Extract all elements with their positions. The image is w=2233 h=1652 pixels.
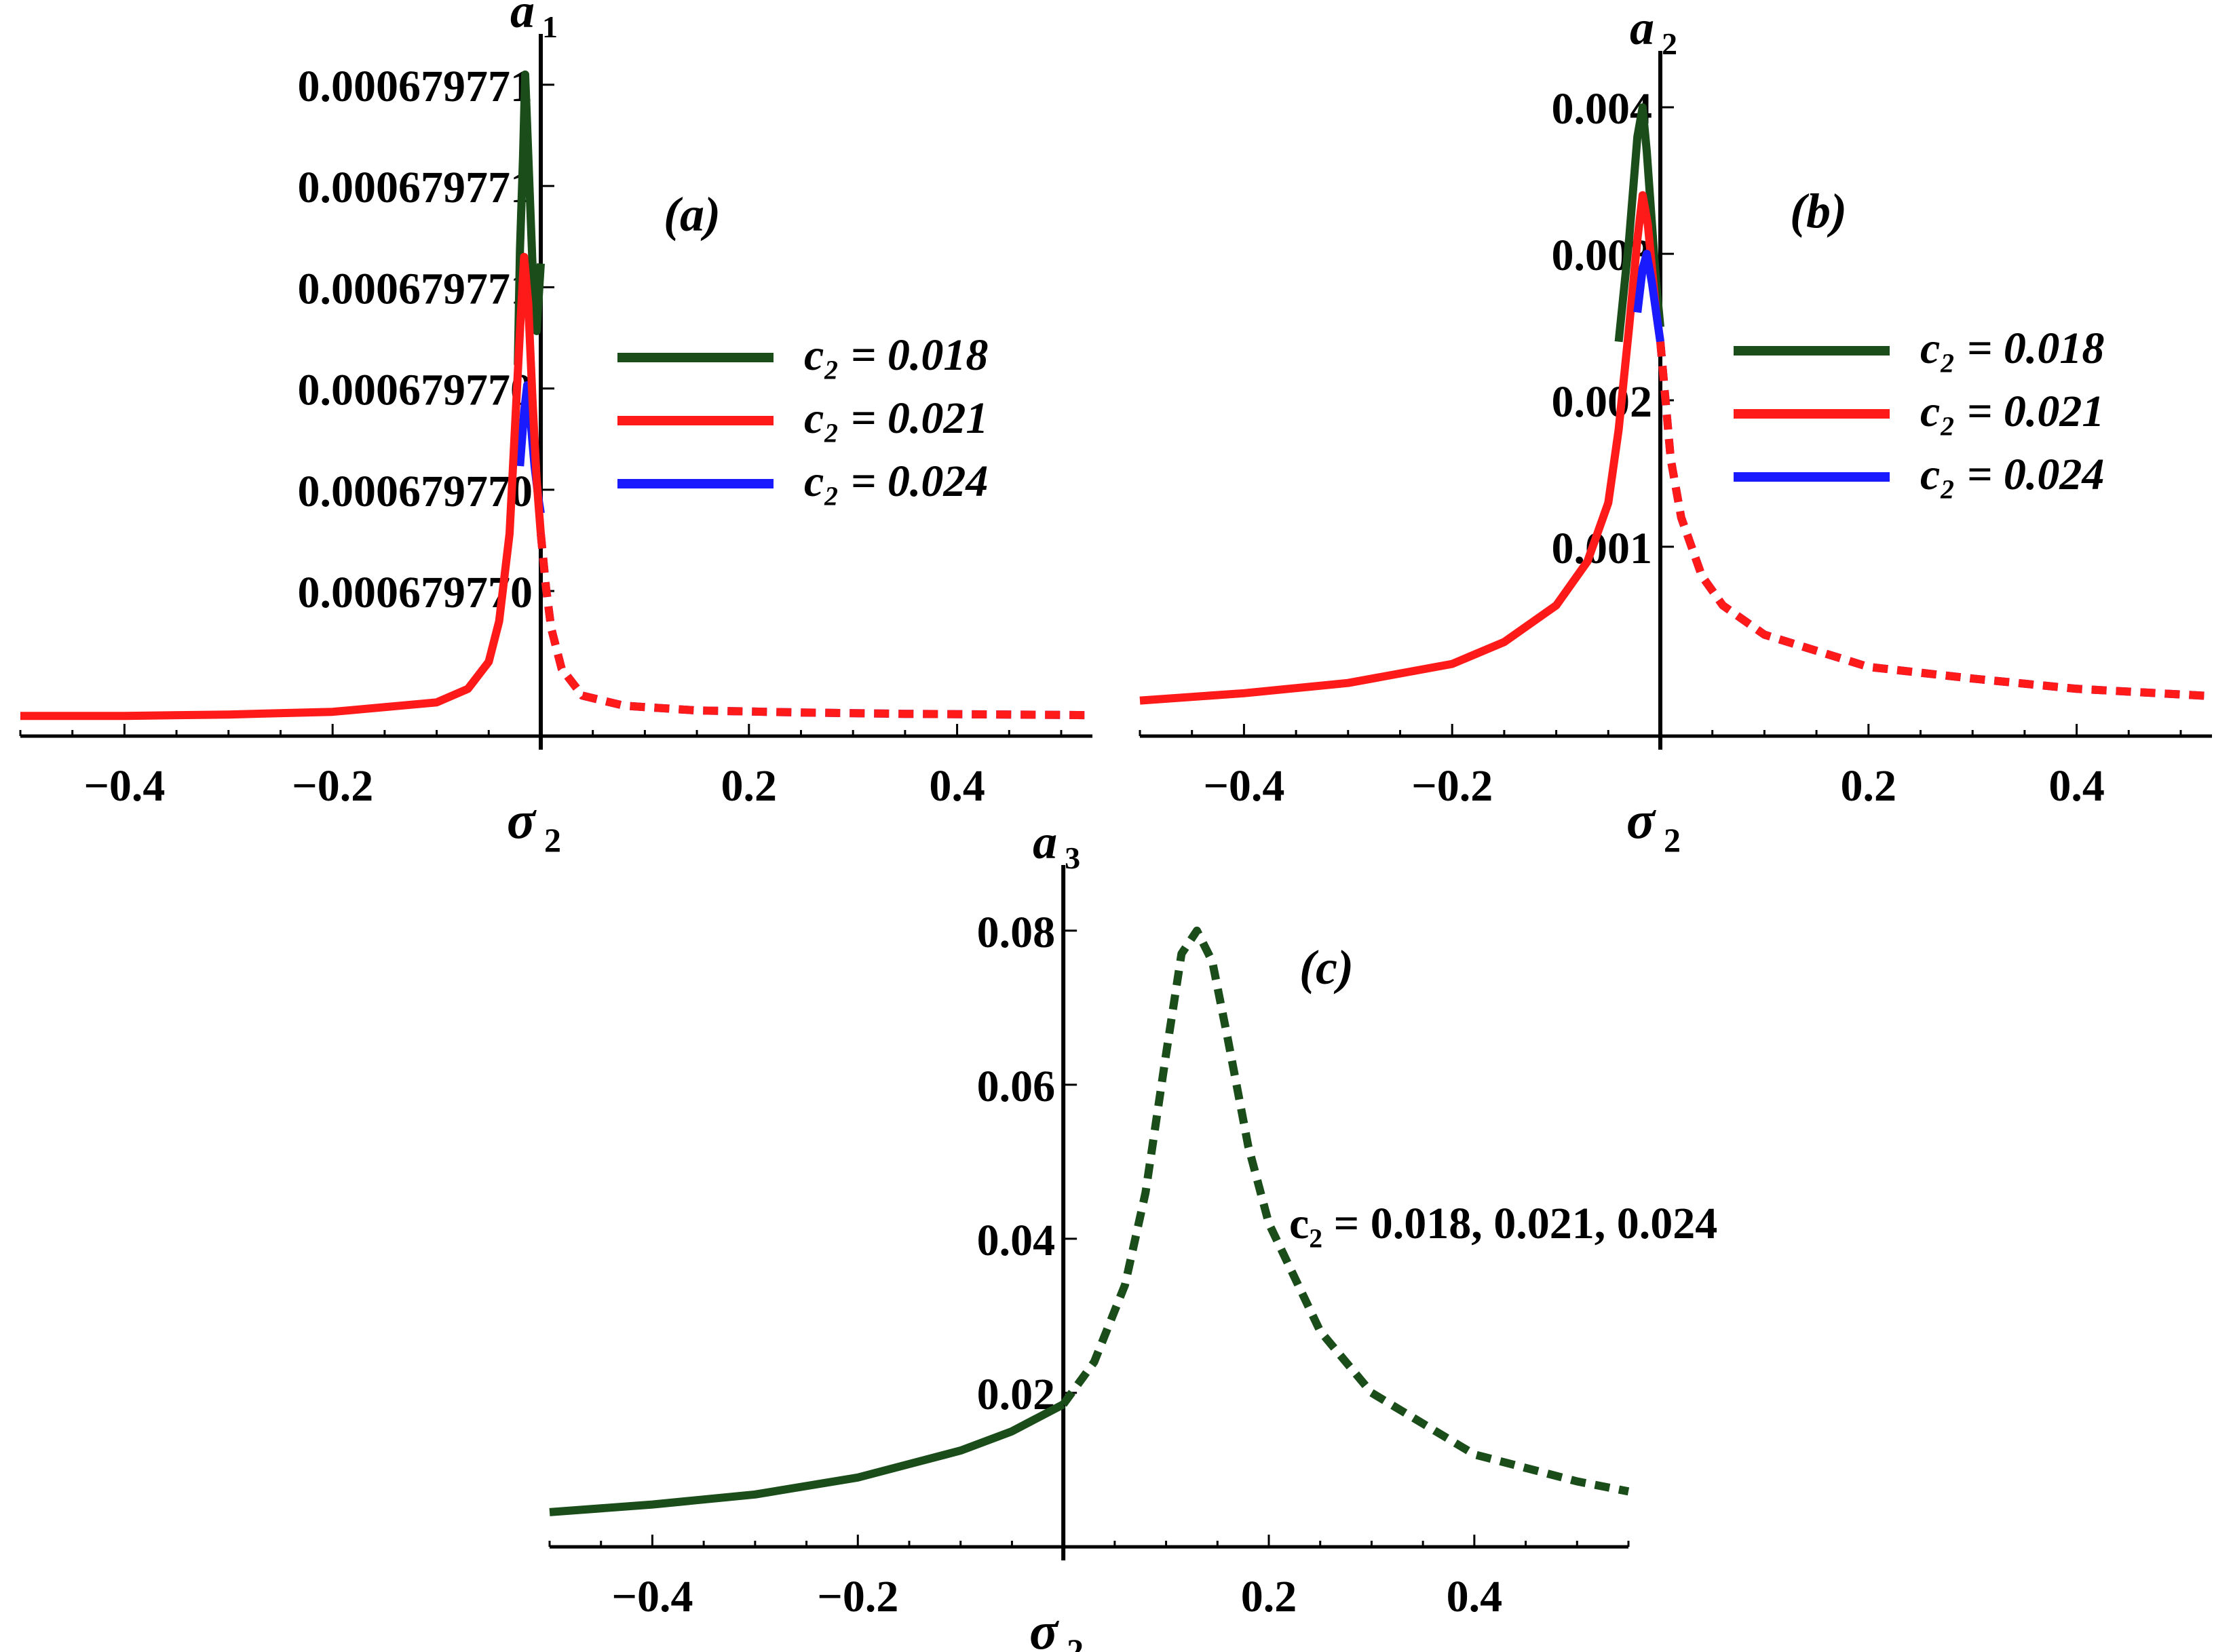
x-tick-label: 0.4 (929, 761, 985, 811)
y-tick-label: 0.000679771 (297, 163, 533, 212)
y-tick-label: 0.000679771 (297, 264, 533, 313)
y-axis-label-sub: 2 (1662, 26, 1677, 61)
x-tick-label: −0.2 (817, 1572, 898, 1621)
series-line-red-solid (20, 252, 545, 721)
x-axis-label-sub: 2 (1067, 1632, 1084, 1652)
x-axis-label-sub: 2 (544, 821, 561, 859)
panel-label: (c) (1299, 940, 1354, 995)
y-tick-label: 0.04 (977, 1216, 1056, 1265)
x-axis-label-sub: 2 (1664, 821, 1681, 859)
x-tick-label: 0.2 (1841, 761, 1897, 811)
x-tick-label: 0.2 (1241, 1572, 1297, 1621)
y-tick-label: 0.06 (977, 1062, 1056, 1111)
y-tick-label: 0.000679771 (297, 62, 533, 111)
x-tick-label: −0.4 (83, 761, 165, 811)
y-tick-label: 0.08 (977, 908, 1056, 957)
legend-entry-green: c₂ = 0.018 (1920, 324, 2104, 373)
legend-entry-red: c₂ = 0.021 (1920, 387, 2104, 436)
legend-entry-blue: c₂ = 0.024 (1920, 450, 2104, 499)
x-tick-label: −0.2 (1411, 761, 1493, 811)
x-axis-label-base: σ (1029, 1601, 1059, 1652)
x-tick-label: 0.2 (721, 761, 778, 811)
series-line-green-dashed (1060, 926, 1630, 1496)
series-line-green-solid (514, 70, 545, 365)
y-tick-label: 0.002 (1551, 377, 1652, 427)
y-tick-label: 0.000679770 (297, 467, 533, 516)
series-annotation: c₂ = 0.018, 0.021, 0.024 (1289, 1199, 1717, 1248)
x-tick-label: 0.4 (1447, 1572, 1503, 1621)
y-axis-label-base: a (1630, 1, 1654, 55)
x-tick-label: −0.4 (1203, 761, 1284, 811)
y-axis-label-base: a (510, 0, 535, 38)
x-axis-label-base: σ (507, 790, 537, 849)
panel-c: −0.4 −0.2 0.2 0.40.020.040.060.08a 3σ 2(c)c₂ … (548, 815, 1717, 1652)
series-line-red-dashed (537, 533, 1093, 720)
panel-label: (a) (664, 187, 721, 242)
legend-entry-green: c₂ = 0.018 (804, 330, 988, 380)
x-axis-label-base: σ (1626, 790, 1656, 849)
y-tick-label: 0.000679770 (297, 568, 533, 617)
series-line-red-dashed (1656, 341, 2213, 701)
panel-label: (b) (1790, 184, 1847, 238)
legend: c₂ = 0.018 c₂ = 0.021 c₂ = 0.024 (617, 330, 988, 506)
y-tick-label: 0.000679770 (297, 366, 533, 415)
legend: c₂ = 0.018 c₂ = 0.021 c₂ = 0.024 (1734, 324, 2104, 499)
series-line-green-solid (549, 1400, 1065, 1516)
y-axis-label-base: a (1033, 815, 1057, 869)
series-line-red-solid (1139, 191, 1664, 705)
legend-entry-red: c₂ = 0.021 (804, 393, 988, 443)
series-line-blue-dashed (537, 533, 1093, 720)
x-tick-label: −0.4 (611, 1572, 693, 1621)
panel-a: −0.4 −0.2 0.2 0.4 0.000679771 0.000679771 0.00… (19, 0, 1093, 859)
x-tick-label: −0.2 (292, 761, 373, 811)
x-tick-label: 0.4 (2048, 761, 2105, 811)
legend-entry-blue: c₂ = 0.024 (804, 457, 988, 506)
series-line-blue-solid (1633, 250, 1664, 343)
y-axis-label-sub: 1 (542, 9, 558, 44)
y-axis-label-sub: 3 (1065, 841, 1080, 875)
